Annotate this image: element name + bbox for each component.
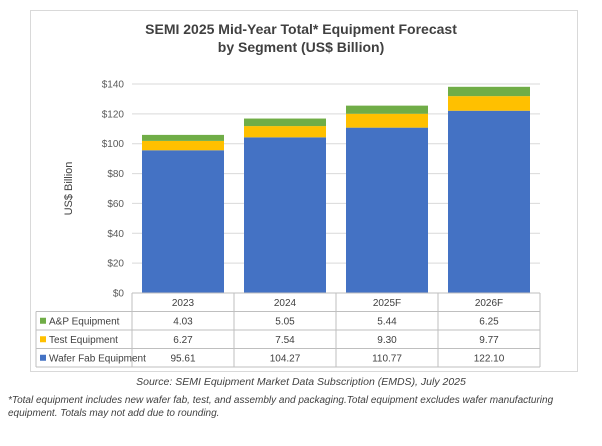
bar-segment [448,110,530,294]
legend-label: Test Equipment [49,335,118,346]
category-label: 2023 [172,298,195,309]
chart-title: SEMI 2025 Mid-Year Total* Equipment Fore… [0,20,602,56]
bar-segment [346,105,428,114]
bar-segment [346,127,428,293]
legend-label: A&P Equipment [49,316,120,327]
source-note: Source: SEMI Equipment Market Data Subsc… [136,376,466,388]
category-label: 2024 [274,298,297,309]
y-tick-label: $100 [102,139,125,150]
y-tick-label: $60 [107,199,124,210]
data-value: 9.30 [377,335,397,346]
bar-segment [142,134,224,141]
data-value: 5.05 [275,316,295,327]
data-value: 6.27 [173,335,193,346]
legend-label: Wafer Fab Equipment [49,353,146,364]
bar-segment [244,126,326,138]
y-tick-label: $40 [107,229,124,240]
data-value: 122.10 [474,353,505,364]
y-tick-label: $120 [102,109,125,120]
bar-segment [142,140,224,151]
data-value: 9.77 [479,335,499,346]
legend-swatch [40,354,46,361]
category-label: 2025F [373,298,401,309]
bar-segment [244,137,326,293]
category-label: 2026F [475,298,503,309]
y-tick-label: $80 [107,169,124,180]
data-value: 4.03 [173,316,193,327]
bar-segment [142,150,224,293]
chart-title-line2: by Segment (US$ Billion) [217,39,385,55]
stacked-bar-chart: $0 $20 $40 $60 $80 $100 $120 $140 US$ Billion 202… [35,80,541,368]
data-value: 110.77 [372,353,402,364]
chart-frame [30,10,578,372]
legend-swatch [40,336,46,343]
data-value: 5.44 [377,316,397,327]
bar-segment [346,113,428,128]
y-tick-label: $0 [113,289,125,300]
data-value: 95.61 [170,353,195,364]
data-value: 7.54 [275,335,295,346]
legend-swatch [40,317,46,324]
data-value: 6.25 [479,316,499,327]
footnote: *Total equipment includes new wafer fab,… [8,395,554,419]
data-value: 104.27 [270,353,301,364]
chart-title-line1: SEMI 2025 Mid-Year Total* Equipment Fore… [145,21,457,37]
bar-segment [448,96,530,111]
y-axis-title: US$ Billion [63,162,75,216]
y-tick-label: $20 [107,259,124,270]
bar-segment [244,118,326,127]
bar-segment [448,86,530,97]
y-tick-label: $140 [102,80,125,91]
